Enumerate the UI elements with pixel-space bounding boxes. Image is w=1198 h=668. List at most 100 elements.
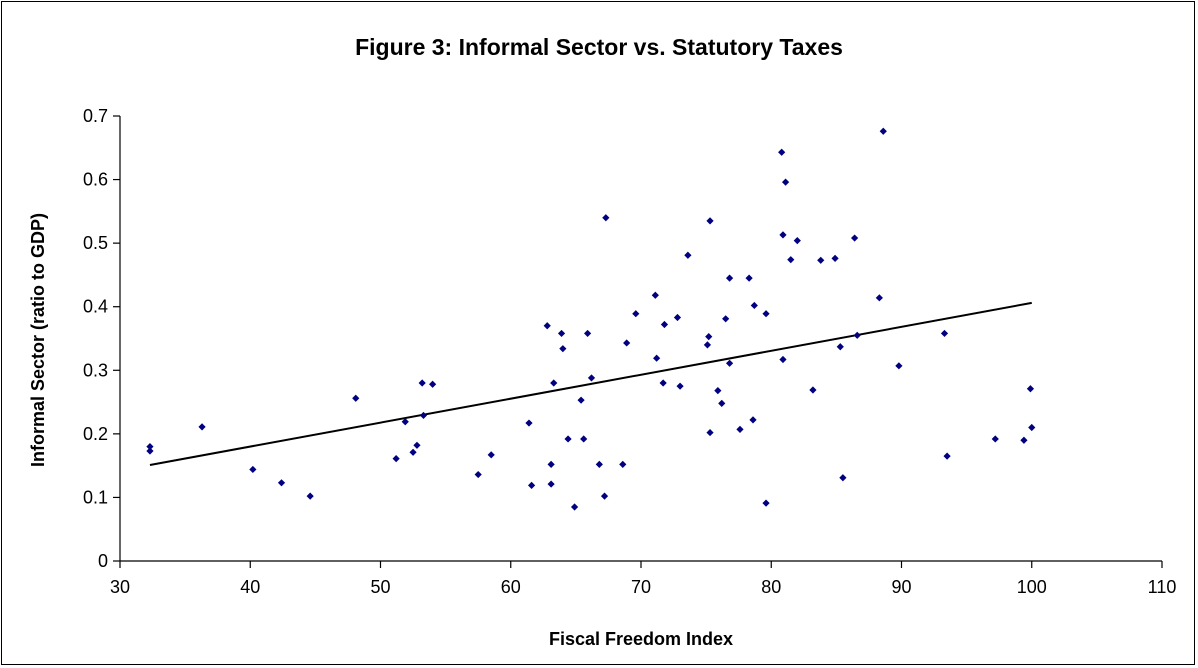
- data-point: [525, 419, 533, 427]
- x-tick-label: 80: [761, 577, 781, 597]
- data-point: [1020, 436, 1028, 444]
- data-point: [1028, 423, 1036, 432]
- data-point: [940, 329, 949, 338]
- data-point: [602, 214, 610, 222]
- data-point: [781, 178, 790, 186]
- data-point: [146, 442, 154, 451]
- data-point: [559, 345, 567, 353]
- trendline: [149, 301, 1032, 466]
- data-point: [745, 274, 753, 282]
- data-point: [409, 448, 417, 456]
- data-point: [623, 339, 631, 347]
- data-point: [703, 341, 712, 349]
- data-point: [413, 441, 421, 449]
- data-point: [547, 460, 555, 468]
- data-point: [817, 256, 825, 264]
- y-tick-label: 0: [98, 551, 108, 571]
- data-point: [249, 465, 257, 474]
- x-tick-label: 50: [370, 577, 390, 597]
- y-tick-label: 0.7: [83, 106, 108, 126]
- data-point: [577, 396, 585, 404]
- y-tick-label: 0.6: [83, 170, 108, 190]
- data-point: [673, 313, 682, 322]
- data-point: [684, 251, 692, 259]
- data-point: [619, 460, 627, 468]
- y-tick-label: 0.4: [83, 297, 108, 317]
- data-point: [419, 411, 428, 420]
- y-tick-label: 0.2: [83, 424, 108, 444]
- data-point: [839, 474, 847, 482]
- data-point: [778, 148, 786, 156]
- data-point: [831, 254, 839, 262]
- data-point: [146, 447, 154, 455]
- data-point: [853, 331, 861, 339]
- data-point: [943, 452, 951, 460]
- data-point: [676, 382, 684, 390]
- data-point: [762, 499, 770, 507]
- data-point: [1026, 385, 1035, 393]
- axes: 30 40 50 60 70 80 90 100 110 0 0.1 0.2 0.3 0.4 0.5 0.6 0…: [83, 106, 1176, 597]
- data-point: [725, 359, 734, 367]
- data-point: [660, 320, 669, 329]
- y-axis-title: Informal Sector (ratio to GDP): [28, 213, 48, 467]
- data-point: [352, 394, 360, 402]
- data-point: [895, 362, 903, 370]
- x-axis-title: Fiscal Freedom Index: [549, 629, 733, 649]
- x-tick-label: 100: [1017, 577, 1047, 597]
- data-point: [762, 310, 770, 318]
- data-point: [401, 418, 409, 426]
- data-point: [429, 380, 437, 388]
- data-point: [836, 343, 844, 351]
- data-point: [580, 435, 588, 443]
- data-point: [632, 310, 640, 318]
- data-point: [306, 492, 314, 500]
- x-tick-label: 110: [1148, 577, 1177, 597]
- data-point: [659, 379, 667, 387]
- data-point: [722, 315, 730, 323]
- trendline-group: [149, 301, 1032, 466]
- chart-title: Figure 3: Informal Sector vs. Statutory …: [355, 34, 843, 60]
- data-points: [146, 127, 1036, 511]
- data-point: [779, 355, 787, 364]
- data-point: [875, 294, 883, 302]
- data-point: [718, 399, 726, 407]
- data-point: [547, 480, 555, 488]
- x-tick-label: 30: [110, 577, 130, 597]
- data-point: [587, 374, 596, 382]
- data-point: [564, 435, 572, 443]
- data-point: [749, 416, 757, 424]
- data-point: [583, 329, 592, 338]
- data-point: [809, 386, 817, 394]
- data-point: [750, 301, 758, 310]
- y-tick-label: 0.5: [83, 233, 108, 253]
- data-point: [653, 354, 661, 362]
- data-point: [392, 455, 400, 463]
- x-tick-label: 60: [501, 577, 521, 597]
- data-point: [651, 291, 659, 299]
- data-point: [595, 460, 603, 468]
- x-tick-label: 70: [631, 577, 651, 597]
- y-tick-label: 0.3: [83, 360, 108, 380]
- data-point: [474, 470, 482, 479]
- data-point: [570, 503, 579, 511]
- data-point: [851, 234, 859, 242]
- x-tick-label: 40: [240, 577, 260, 597]
- data-point: [557, 329, 566, 338]
- data-point: [418, 379, 426, 387]
- data-point: [793, 237, 801, 245]
- data-point: [879, 127, 887, 135]
- data-point: [787, 256, 795, 264]
- data-point: [714, 387, 722, 395]
- data-point: [779, 231, 787, 239]
- data-point: [277, 479, 286, 487]
- x-tick-label: 90: [891, 577, 911, 597]
- data-point: [991, 435, 999, 443]
- data-point: [736, 425, 744, 434]
- data-point: [705, 332, 713, 341]
- data-point: [706, 428, 714, 437]
- data-point: [600, 492, 609, 500]
- data-point: [543, 322, 551, 330]
- data-point: [527, 481, 536, 489]
- data-point: [706, 217, 714, 225]
